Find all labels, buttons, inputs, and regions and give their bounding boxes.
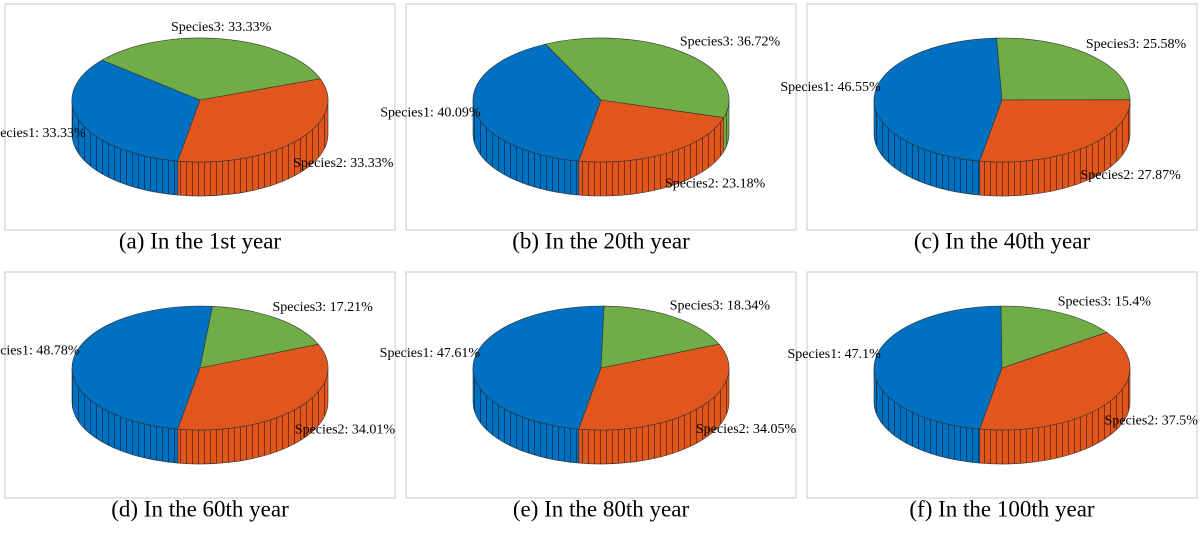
data-label: Species1: 47.1%	[787, 347, 881, 362]
slice	[71, 305, 213, 430]
data-label: Species2: 34.01%	[295, 422, 396, 437]
data-label: Species3: 33.33%	[171, 20, 272, 35]
slice	[979, 99, 1131, 163]
data-label: Species3: 36.72%	[680, 35, 781, 50]
data-label: Species2: 27.87%	[1080, 168, 1181, 183]
slice	[199, 305, 319, 369]
slice	[996, 37, 1131, 101]
data-label: Species2: 37.5%	[1105, 413, 1199, 428]
slice	[177, 344, 329, 431]
slice	[578, 343, 730, 431]
data-label: Species3: 17.21%	[272, 300, 373, 315]
slice	[873, 37, 1003, 162]
caption: (b) In the 20th year	[512, 228, 690, 253]
slice	[472, 305, 605, 430]
data-label: Species3: 25.58%	[1086, 37, 1187, 52]
data-label: Species2: 33.33%	[293, 156, 394, 171]
data-label: Species3: 18.34%	[670, 299, 771, 314]
slice	[71, 59, 201, 162]
panel-frame	[405, 271, 797, 499]
panel-frame	[405, 3, 797, 231]
data-label: Species1: 40.09%	[380, 106, 481, 121]
slice	[101, 37, 321, 101]
data-label: Species2: 23.18%	[665, 177, 766, 192]
data-label: Species1: 48.78%	[0, 343, 80, 358]
slice	[544, 37, 730, 118]
data-label: Species1: 46.55%	[780, 80, 881, 95]
caption: (a) In the 1st year	[119, 228, 282, 253]
slice	[600, 305, 720, 369]
panel-frame	[806, 271, 1198, 499]
data-label: Species2: 34.05%	[696, 422, 797, 437]
slice	[177, 78, 329, 163]
data-label: Species1: 33.33%	[0, 126, 86, 141]
data-label: Species1: 47.61%	[380, 346, 481, 361]
slice	[578, 99, 725, 163]
panel-frame	[806, 3, 1198, 231]
slice	[979, 332, 1131, 431]
caption: (c) In the 40th year	[914, 228, 1091, 253]
data-label: Species3: 15.4%	[1058, 294, 1152, 309]
caption: (f) In the 100th year	[909, 496, 1095, 521]
slice	[1000, 305, 1108, 369]
slice	[472, 43, 602, 162]
caption: (d) In the 60th year	[111, 496, 289, 521]
panel-frame	[4, 3, 396, 231]
slice	[873, 305, 1003, 430]
caption: (e) In the 80th year	[513, 496, 690, 521]
panel-frame	[4, 271, 396, 499]
